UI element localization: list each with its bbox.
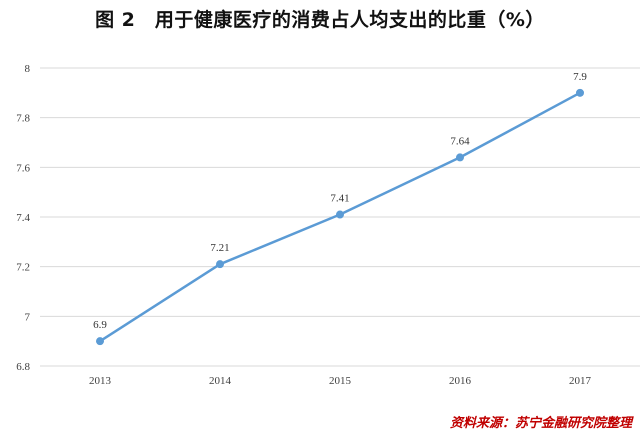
data-label: 7.64: [450, 135, 470, 147]
x-tick-label: 2014: [209, 375, 232, 387]
y-tick-label: 6.8: [16, 361, 30, 373]
y-tick-label: 7: [25, 311, 31, 323]
data-label: 6.9: [93, 319, 107, 331]
x-tick-label: 2015: [329, 375, 352, 387]
y-tick-label: 7.4: [16, 212, 30, 224]
x-tick-label: 2013: [89, 375, 112, 387]
data-point: [336, 210, 344, 219]
chart-title: 图 2 用于健康医疗的消费占人均支出的比重（%）: [95, 9, 545, 31]
data-point: [456, 153, 464, 162]
data-label: 7.41: [330, 193, 349, 205]
data-point: [96, 337, 104, 346]
data-points: [96, 88, 584, 346]
y-tick-label: 7.8: [16, 113, 30, 125]
data-point: [216, 260, 224, 269]
source-note: 资料来源：苏宁金融研究院整理: [449, 416, 632, 431]
y-tick-label: 8: [25, 63, 31, 75]
data-point: [576, 88, 584, 97]
x-tick-label: 2017: [569, 375, 592, 387]
y-axis-tick-labels: 6.8 7 7.2 7.4 7.6 7.8 8: [16, 63, 30, 373]
data-label: 7.9: [573, 71, 587, 83]
y-tick-label: 7.6: [16, 162, 30, 174]
data-label: 7.21: [210, 242, 229, 254]
data-labels: 6.9 7.21 7.41 7.64 7.9: [93, 71, 587, 331]
x-axis-tick-labels: 2013 2014 2015 2016 2017: [89, 375, 592, 387]
y-tick-label: 7.2: [16, 262, 30, 274]
x-tick-label: 2016: [449, 375, 472, 387]
